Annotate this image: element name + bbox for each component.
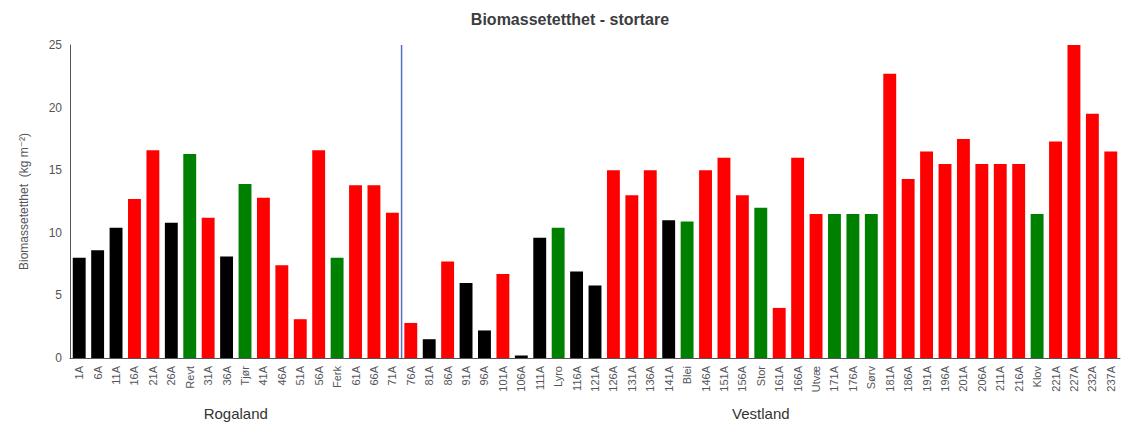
svg-text:51A: 51A [294, 365, 306, 385]
svg-text:6A: 6A [92, 365, 104, 379]
svg-text:1A: 1A [73, 365, 85, 379]
svg-text:206A: 206A [976, 365, 988, 391]
svg-text:216A: 216A [1013, 365, 1025, 391]
svg-text:11A: 11A [110, 365, 122, 384]
svg-text:71A: 71A [386, 365, 398, 385]
svg-text:41A: 41A [257, 365, 269, 385]
svg-text:16A: 16A [128, 365, 140, 385]
svg-text:76A: 76A [405, 365, 417, 385]
svg-text:201A: 201A [957, 365, 969, 391]
svg-text:15: 15 [49, 163, 63, 177]
svg-text:5: 5 [55, 288, 62, 302]
svg-text:26A: 26A [165, 365, 177, 385]
svg-text:86A: 86A [442, 365, 454, 385]
svg-text:161A: 161A [773, 365, 785, 391]
svg-text:232A: 232A [1086, 365, 1098, 391]
svg-text:131A: 131A [626, 365, 638, 391]
svg-text:156A: 156A [736, 365, 748, 391]
svg-text:176A: 176A [847, 365, 859, 391]
svg-text:237A: 237A [1105, 365, 1117, 391]
svg-text:186A: 186A [902, 365, 914, 391]
svg-text:141A: 141A [663, 365, 675, 391]
svg-text:66A: 66A [368, 365, 380, 385]
svg-text:20: 20 [49, 101, 63, 115]
svg-text:46A: 46A [276, 365, 288, 385]
svg-text:31A: 31A [202, 365, 214, 385]
svg-text:91A: 91A [460, 365, 472, 385]
svg-text:Biomassetetthet (kg m⁻²): Biomassetetthet (kg m⁻²) [17, 133, 31, 270]
svg-text:Utvæ: Utvæ [810, 366, 822, 393]
svg-text:Klov: Klov [1031, 366, 1043, 388]
svg-text:Ferk: Ferk [331, 366, 343, 389]
svg-text:221A: 221A [1050, 365, 1062, 391]
svg-text:181A: 181A [884, 365, 896, 391]
svg-text:171A: 171A [828, 365, 840, 391]
svg-text:196A: 196A [939, 365, 951, 391]
svg-text:191A: 191A [921, 365, 933, 391]
svg-text:136A: 136A [644, 365, 656, 391]
svg-text:151A: 151A [718, 365, 730, 391]
svg-text:Revt: Revt [184, 366, 196, 389]
svg-text:166A: 166A [792, 365, 804, 391]
svg-text:56A: 56A [313, 365, 325, 385]
svg-text:36A: 36A [221, 365, 233, 385]
svg-text:21A: 21A [147, 365, 159, 385]
svg-text:101A: 101A [497, 365, 509, 391]
svg-text:0: 0 [55, 351, 62, 365]
svg-text:Tjør: Tjør [239, 366, 251, 386]
svg-text:111A: 111A [534, 365, 546, 390]
svg-text:Rogaland: Rogaland [204, 405, 268, 422]
svg-text:Stor: Stor [755, 366, 767, 387]
svg-text:25: 25 [49, 38, 63, 52]
svg-text:Lyro: Lyro [552, 366, 564, 387]
svg-text:121A: 121A [589, 365, 601, 391]
svg-text:96A: 96A [478, 365, 490, 385]
svg-text:Blei: Blei [681, 366, 693, 384]
svg-text:Sørv: Sørv [865, 366, 877, 390]
svg-text:211A: 211A [994, 365, 1006, 391]
svg-text:126A: 126A [607, 365, 619, 391]
svg-text:146A: 146A [700, 365, 712, 391]
svg-text:227A: 227A [1068, 365, 1080, 391]
svg-text:106A: 106A [515, 365, 527, 391]
svg-text:116A: 116A [571, 365, 583, 391]
svg-text:10: 10 [49, 226, 63, 240]
svg-text:61A: 61A [350, 365, 362, 385]
svg-text:81A: 81A [423, 365, 435, 385]
svg-text:Biomassetetthet - stortare: Biomassetetthet - stortare [471, 11, 669, 28]
svg-text:Vestland: Vestland [732, 405, 790, 422]
